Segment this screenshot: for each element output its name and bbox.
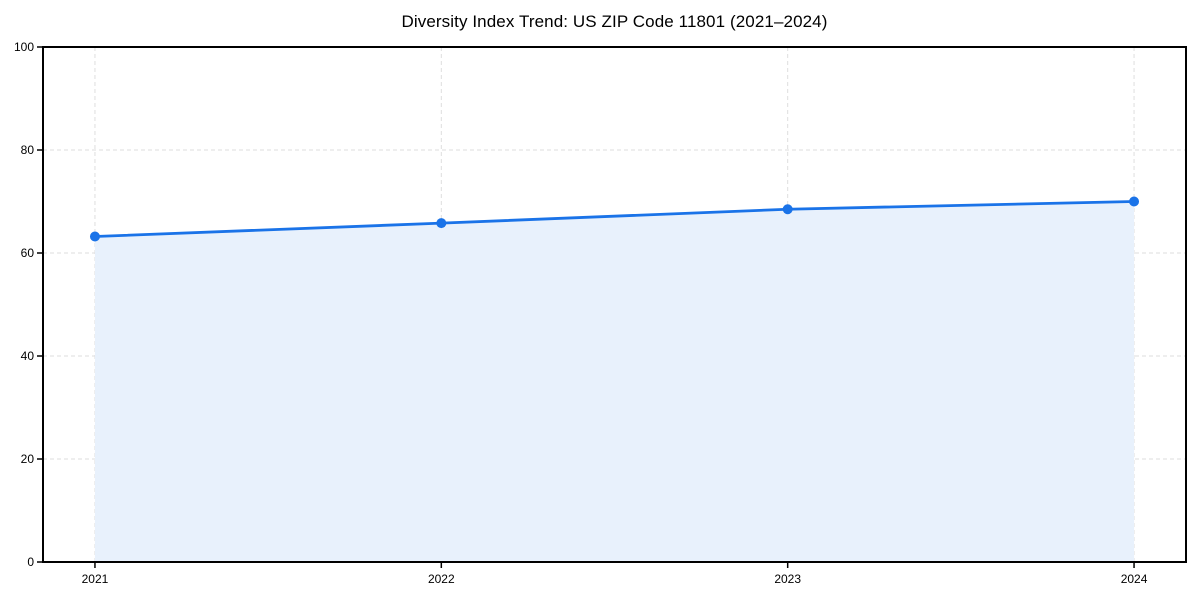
y-axis-tick-label: 100 xyxy=(14,40,34,54)
plot-frame xyxy=(42,46,1187,563)
y-axis-tick-label: 60 xyxy=(21,246,35,260)
x-axis-tick-label: 2024 xyxy=(1121,572,1148,586)
area-fill xyxy=(94,201,1135,562)
x-axis-tick-label: 2022 xyxy=(428,572,455,586)
x-axis-tick-label: 2021 xyxy=(82,572,109,586)
y-axis-tick-label: 40 xyxy=(21,349,35,363)
data-point-marker xyxy=(89,231,100,242)
data-point-marker xyxy=(782,204,793,215)
y-axis-tick-label: 0 xyxy=(27,555,34,569)
y-axis-tick-label: 80 xyxy=(21,143,35,157)
chart-title: Diversity Index Trend: US ZIP Code 11801… xyxy=(401,12,828,31)
x-axis-tick-label: 2023 xyxy=(774,572,801,586)
y-axis-tick-label: 20 xyxy=(21,452,35,466)
data-point-marker xyxy=(436,218,447,229)
trend-line xyxy=(93,200,1136,238)
data-point-marker xyxy=(1129,196,1140,207)
